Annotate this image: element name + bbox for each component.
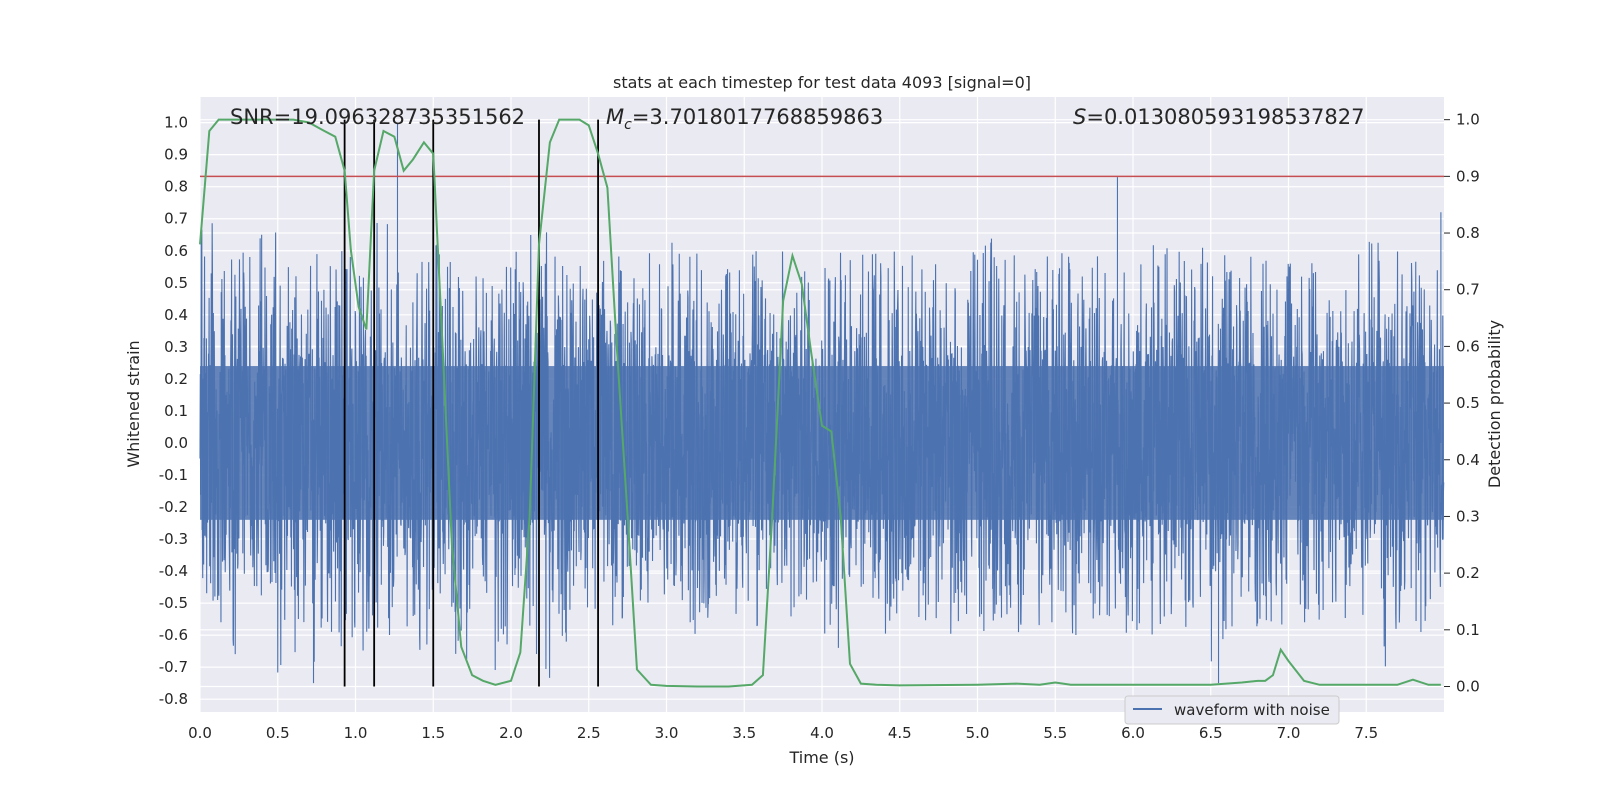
y2-tick-label: 0.5 [1456,394,1480,412]
x-tick-label: 6.5 [1199,724,1223,742]
legend-box [1124,695,1340,725]
y-tick-label: 0.8 [164,178,188,196]
x-tick-label: 1.5 [421,724,445,742]
y-axis-label: Whitened strain [124,340,143,467]
y-tick-label: 0.9 [164,146,188,164]
x-tick-label: 1.0 [344,724,368,742]
x-tick-label: 7.0 [1277,724,1301,742]
mc-value: =3.7018017768859863 [632,105,883,129]
x-tick-label: 2.0 [499,724,523,742]
y-tick-label: -0.1 [159,466,188,484]
y2-tick-label: 0.6 [1456,337,1480,355]
x-tick-label: 3.5 [732,724,756,742]
y-tick-label: -0.8 [159,690,188,708]
y-tick-label: -0.3 [159,530,188,548]
s-annotation: S=0.013080593198537827 [1073,105,1364,129]
y-tick-label: 0.0 [164,434,188,452]
x-tick-label: 6.0 [1121,724,1145,742]
x-tick-label: 2.5 [577,724,601,742]
y2-tick-label: 0.1 [1456,621,1480,639]
x-tick-label: 0.0 [188,724,212,742]
y-tick-label: 0.1 [164,402,188,420]
waveform-core-band [200,366,1444,520]
legend: waveform with noise [1124,695,1340,725]
mc-symbol: M [606,105,624,129]
tick-labels: 0.0 0.5 1.0 1.5 2.0 2.5 3.0 3.5 4.0 4.5 5.0 5.5 6.0 6… [159,111,1480,742]
probability-series [199,118,1441,688]
chart-title: stats at each timestep for test data 409… [613,73,1031,92]
x-tick-label: 5.0 [966,724,990,742]
y2-axis-label: Detection probability [1485,320,1504,488]
x-tick-label: 5.5 [1043,724,1067,742]
y-tick-label: 1.0 [164,114,188,132]
y2-tick-label: 0.8 [1456,224,1480,242]
x-tick-label: 4.5 [888,724,912,742]
y-tick-label: 0.7 [164,210,188,228]
y-tick-label: 0.6 [164,242,188,260]
y-tick-label: 0.3 [164,338,188,356]
s-symbol: S [1073,105,1086,129]
x-tick-label: 3.0 [655,724,679,742]
x-tick-label: 7.5 [1354,724,1378,742]
y2-tick-label: 0.7 [1456,281,1480,299]
probability-line [199,118,1441,688]
y-tick-label: 0.4 [164,306,188,324]
snr-annotation: SNR=19.096328735351562 [230,105,525,129]
y2-tick-label: 0.9 [1456,167,1480,185]
chirp-mass-annotation: Mc=3.7018017768859863 [606,105,883,133]
y-tick-label: -0.4 [159,562,188,580]
legend-label: waveform with noise [1174,701,1330,719]
x-tick-label: 4.0 [810,724,834,742]
y-tick-label: -0.7 [159,658,188,676]
waveform-series [199,122,1445,684]
y2-tick-label: 1.0 [1456,111,1480,129]
y-tick-label: -0.2 [159,498,188,516]
y-tick-label: 0.5 [164,274,188,292]
y2-tick-label: 0.3 [1456,507,1480,525]
y2-tick-label: 0.0 [1456,677,1480,695]
y-tick-label: -0.6 [159,626,188,644]
x-tick-label: 0.5 [266,724,290,742]
y-tick-label: 0.2 [164,370,188,388]
s-value: =0.013080593198537827 [1086,105,1364,129]
overlay-lines [200,119,1444,687]
mc-subscript: c [624,117,632,133]
y2-tick-label: 0.2 [1456,564,1480,582]
x-axis-label: Time (s) [788,748,854,767]
y-tick-label: -0.5 [159,594,188,612]
y2-tick-label: 0.4 [1456,451,1480,469]
